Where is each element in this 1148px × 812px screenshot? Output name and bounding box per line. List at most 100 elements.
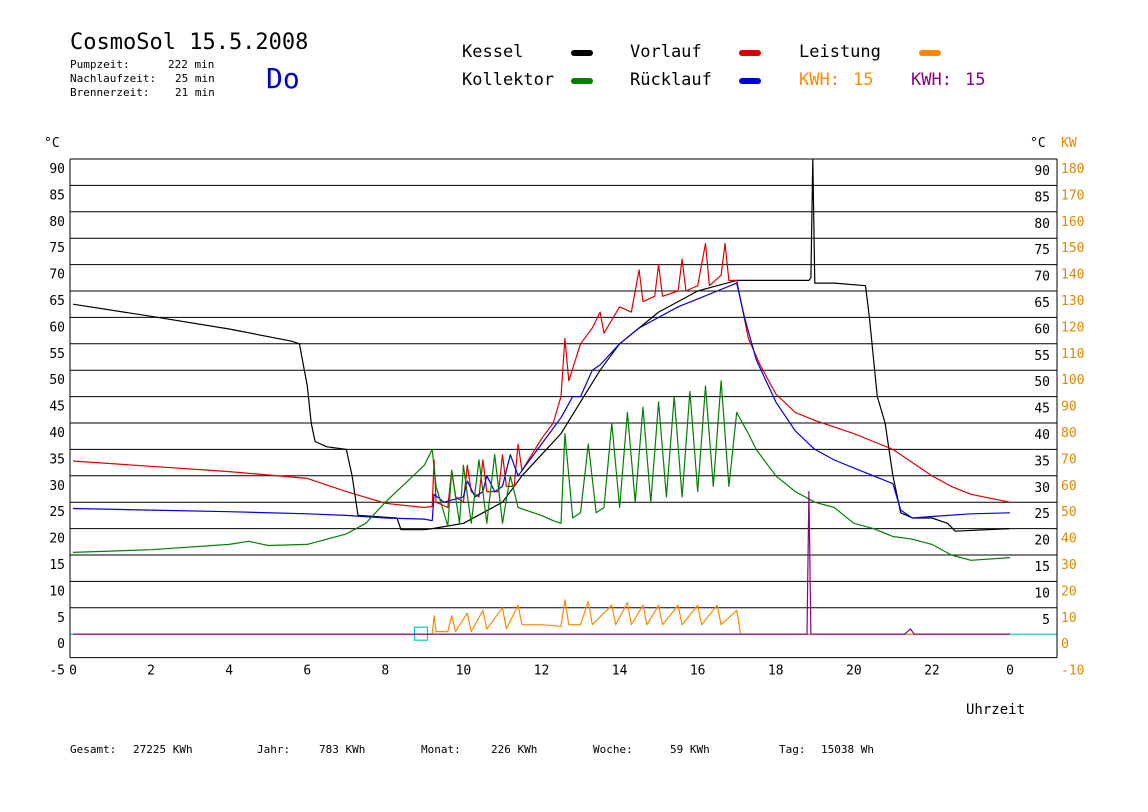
x-tick-label: 0: [1006, 664, 1014, 679]
y-tick-right: 50: [1034, 375, 1050, 390]
y-tick-right: 40: [1034, 428, 1050, 443]
x-tick-label: 18: [768, 664, 784, 679]
x-tick-label: 6: [303, 664, 311, 679]
weekday-label: Do: [266, 62, 300, 95]
y-tick-left: 40: [49, 426, 65, 441]
y-tick-right: 70: [1034, 270, 1050, 285]
legend-swatch-ruecklauf: [739, 78, 761, 84]
y-tick-left: 75: [49, 241, 65, 256]
y-tick-kw: 180: [1061, 162, 1084, 177]
series-line-r-cklauf: [72, 282, 1011, 522]
footer-tag-label: Tag:: [779, 743, 806, 756]
y-tick-left: 45: [49, 400, 65, 415]
footer-monat-value: 226 KWh: [491, 743, 538, 756]
y-tick-kw: 160: [1061, 215, 1084, 230]
y-tick-right: 90: [1034, 164, 1050, 179]
y-tick-kw: 30: [1061, 558, 1077, 573]
x-tick-label: 12: [534, 664, 550, 679]
footer-gesamt-label: Gesamt:: [70, 743, 117, 756]
legend-label-kollektor: Kollektor: [462, 70, 555, 90]
y-axis-unit-right: °C: [1030, 136, 1046, 151]
y-tick-left: 60: [49, 320, 65, 335]
y-tick-kw: 120: [1061, 320, 1084, 335]
x-tick-label: 16: [690, 664, 706, 679]
y-tick-right: 35: [1034, 454, 1050, 469]
kwh-value-leistung: 15: [853, 70, 874, 90]
y-tick-kw: 150: [1061, 241, 1084, 256]
y-tick-left: 85: [49, 188, 65, 203]
y-tick-kw: 50: [1061, 505, 1077, 520]
y-tick-right: 80: [1034, 217, 1050, 232]
y-tick-kw: 70: [1061, 452, 1077, 467]
footer-monat-label: Monat:: [421, 743, 461, 756]
y-tick-left: 20: [49, 532, 65, 547]
y-tick-kw: 10: [1061, 611, 1077, 626]
y-tick-right: 25: [1034, 507, 1050, 522]
footer-jahr-label: Jahr:: [257, 743, 291, 756]
y-tick-right: 85: [1034, 190, 1050, 205]
y-tick-kw: 100: [1061, 373, 1084, 388]
y-tick-right: 15: [1034, 560, 1050, 575]
stat-pumpzeit-value: 222 min: [168, 58, 215, 71]
y-tick-left: 65: [49, 294, 65, 309]
stat-pumpzeit-label: Pumpzeit:: [70, 58, 130, 71]
y-tick-right: 20: [1034, 534, 1050, 549]
y-tick-left: 70: [49, 268, 65, 283]
x-tick-label: 10: [456, 664, 472, 679]
y-tick-left: 15: [49, 558, 65, 573]
y-tick-left: 30: [49, 479, 65, 494]
y-tick-right: 60: [1034, 322, 1050, 337]
stat-nachlaufzeit-label: Nachlaufzeit:: [70, 72, 157, 85]
y-tick-kw: 60: [1061, 479, 1077, 494]
y-tick-left: -5: [49, 664, 65, 679]
legend-swatch-kessel: [571, 50, 593, 56]
footer-gesamt-value: 27225 KWh: [133, 743, 193, 756]
y-tick-left: 80: [49, 215, 65, 230]
y-tick-right: 45: [1034, 402, 1050, 417]
y-tick-kw: 0: [1061, 637, 1069, 652]
y-axis-unit-left: °C: [44, 136, 60, 151]
x-tick-label: 8: [381, 664, 389, 679]
y-tick-left: 90: [49, 162, 65, 177]
footer-tag-value: 15038 Wh: [821, 743, 874, 756]
stat-brennerzeit-value: 21 min: [175, 86, 215, 99]
stat-brennerzeit-label: Brennerzeit:: [70, 86, 150, 99]
legend-label-vorlauf: Vorlauf: [630, 42, 702, 62]
y-tick-right: 75: [1034, 243, 1050, 258]
x-tick-label: 2: [147, 664, 155, 679]
footer-woche-label: Woche:: [593, 743, 633, 756]
series-line-vorlauf: [72, 242, 1011, 509]
y-tick-right: 5: [1042, 613, 1050, 628]
y-tick-right: 65: [1034, 296, 1050, 311]
legend-label-ruecklauf: Rücklauf: [630, 70, 712, 90]
x-tick-label: 20: [846, 664, 862, 679]
series-line-kollektor: [72, 380, 1011, 561]
y-tick-kw: 90: [1061, 400, 1077, 415]
y-tick-kw: 130: [1061, 294, 1084, 309]
y-tick-kw: 80: [1061, 426, 1077, 441]
chart-title: CosmoSol 15.5.2008: [70, 30, 309, 55]
series-line-leistung: [73, 599, 1010, 635]
y-tick-left: 55: [49, 347, 65, 362]
kwh-value-secondary: 15: [965, 70, 986, 90]
y-tick-kw: 20: [1061, 584, 1077, 599]
y-tick-left: 50: [49, 373, 65, 388]
y-axis-unit-kw: KW: [1061, 136, 1077, 151]
legend-swatch-vorlauf: [739, 50, 761, 56]
y-tick-left: 0: [57, 637, 65, 652]
legend-label-kessel: Kessel: [462, 42, 524, 62]
x-tick-label: 4: [225, 664, 233, 679]
kwh-label-leistung: KWH:: [799, 70, 840, 90]
y-tick-kw: 140: [1061, 268, 1084, 283]
y-tick-left: 35: [49, 452, 65, 467]
series-line-leistung-ende: [73, 491, 1010, 635]
legend-swatch-leistung: [919, 50, 941, 56]
y-tick-left: 10: [49, 584, 65, 599]
y-tick-kw: 110: [1061, 347, 1084, 362]
y-tick-kw: -10: [1061, 664, 1084, 679]
legend-label-leistung: Leistung: [799, 42, 881, 62]
y-tick-right: 30: [1034, 481, 1050, 496]
kwh-label-secondary: KWH:: [911, 70, 952, 90]
y-tick-kw: 40: [1061, 532, 1077, 547]
